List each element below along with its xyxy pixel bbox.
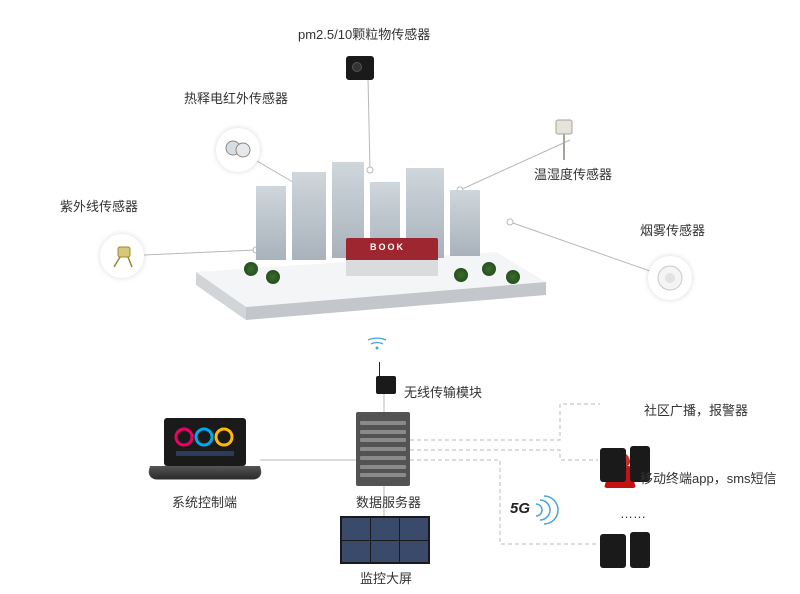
shop-sign: BOOK — [370, 242, 405, 252]
sensor-uv-label: 紫外线传感器 — [60, 196, 138, 215]
monitor-wall-icon — [340, 516, 430, 564]
ellipsis-label: …… — [620, 506, 646, 521]
sensor-uv-icon — [100, 234, 144, 278]
sensor-pm25-label: pm2.5/10颗粒物传感器 — [298, 24, 430, 43]
alarm-label: 社区广播，报警器 — [644, 400, 748, 419]
monitor-wall-label: 监控大屏 — [360, 568, 412, 587]
sensor-smoke-label: 烟雾传感器 — [640, 220, 705, 239]
wifi-icon — [366, 334, 388, 355]
wireless-module-label: 无线传输模块 — [404, 382, 482, 401]
five-g-label: 5G — [510, 500, 530, 517]
extra-device-icons — [600, 532, 650, 568]
laptop-icon — [150, 418, 260, 482]
server-label: 数据服务器 — [356, 492, 421, 511]
mobile-label: 移动终端app，sms短信 — [640, 468, 777, 487]
wireless-module-icon — [376, 376, 396, 394]
server-icon — [356, 412, 410, 486]
sensor-th-icon — [548, 118, 578, 167]
sensor-pm25-icon — [346, 56, 374, 80]
sensor-th-label: 温湿度传感器 — [534, 164, 612, 183]
sensor-pir-icon — [216, 128, 260, 172]
laptop-label: 系统控制端 — [172, 492, 237, 511]
sensor-smoke-icon — [648, 256, 692, 300]
sensor-pir-label: 热释电红外传感器 — [184, 88, 288, 107]
